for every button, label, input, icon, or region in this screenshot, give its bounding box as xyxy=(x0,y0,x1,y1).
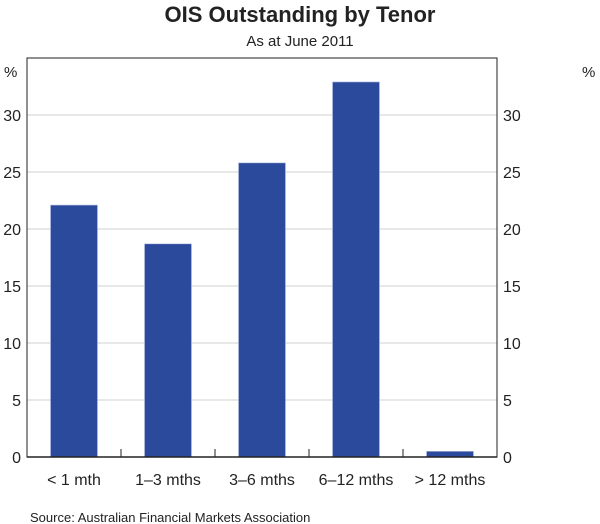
y-axis-unit-right: % xyxy=(582,64,595,81)
bar xyxy=(332,81,380,458)
bar xyxy=(50,204,98,458)
y-tick-label-right: 5 xyxy=(503,393,512,410)
bar xyxy=(144,243,192,458)
y-tick-label-right: 0 xyxy=(503,450,512,467)
y-tick-label-left: 15 xyxy=(3,279,21,296)
y-tick-label-left: 5 xyxy=(12,393,21,410)
y-tick-label-left: 10 xyxy=(3,336,21,353)
chart-title: OIS Outstanding by Tenor xyxy=(165,2,436,27)
y-tick-label-left: 25 xyxy=(3,165,21,182)
y-tick-label-left: 0 xyxy=(12,450,21,467)
x-tick-label: 3–6 mths xyxy=(229,472,295,489)
y-tick-label-right: 30 xyxy=(503,108,521,125)
chart-subtitle: As at June 2011 xyxy=(246,33,353,50)
y-tick-label-left: 30 xyxy=(3,108,21,125)
x-tick-label: < 1 mth xyxy=(47,472,101,489)
x-tick-label: > 12 mths xyxy=(415,472,486,489)
y-tick-label-right: 25 xyxy=(503,165,521,182)
y-tick-label-right: 15 xyxy=(503,279,521,296)
source-note: Source: Australian Financial Markets Ass… xyxy=(30,510,310,524)
y-tick-label-left: 20 xyxy=(3,222,21,239)
bar xyxy=(238,162,286,458)
y-axis-unit-left: % xyxy=(4,64,17,81)
x-tick-label: 1–3 mths xyxy=(135,472,201,489)
x-tick-label: 6–12 mths xyxy=(319,472,394,489)
y-tick-label-right: 20 xyxy=(503,222,521,239)
y-tick-label-right: 10 xyxy=(503,336,521,353)
bar xyxy=(426,450,474,458)
